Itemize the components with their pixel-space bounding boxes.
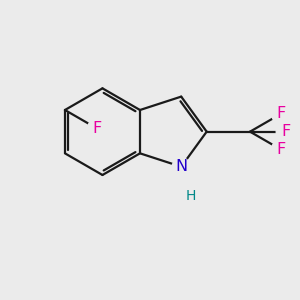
Circle shape [272, 105, 290, 123]
Circle shape [88, 119, 106, 138]
Text: F: F [276, 106, 285, 122]
Text: F: F [281, 124, 290, 139]
Circle shape [276, 122, 295, 141]
Circle shape [183, 188, 198, 203]
Circle shape [172, 158, 190, 176]
Text: F: F [276, 142, 285, 157]
Text: H: H [185, 189, 196, 202]
Circle shape [272, 140, 290, 159]
Text: F: F [92, 121, 101, 136]
Text: N: N [175, 159, 187, 174]
